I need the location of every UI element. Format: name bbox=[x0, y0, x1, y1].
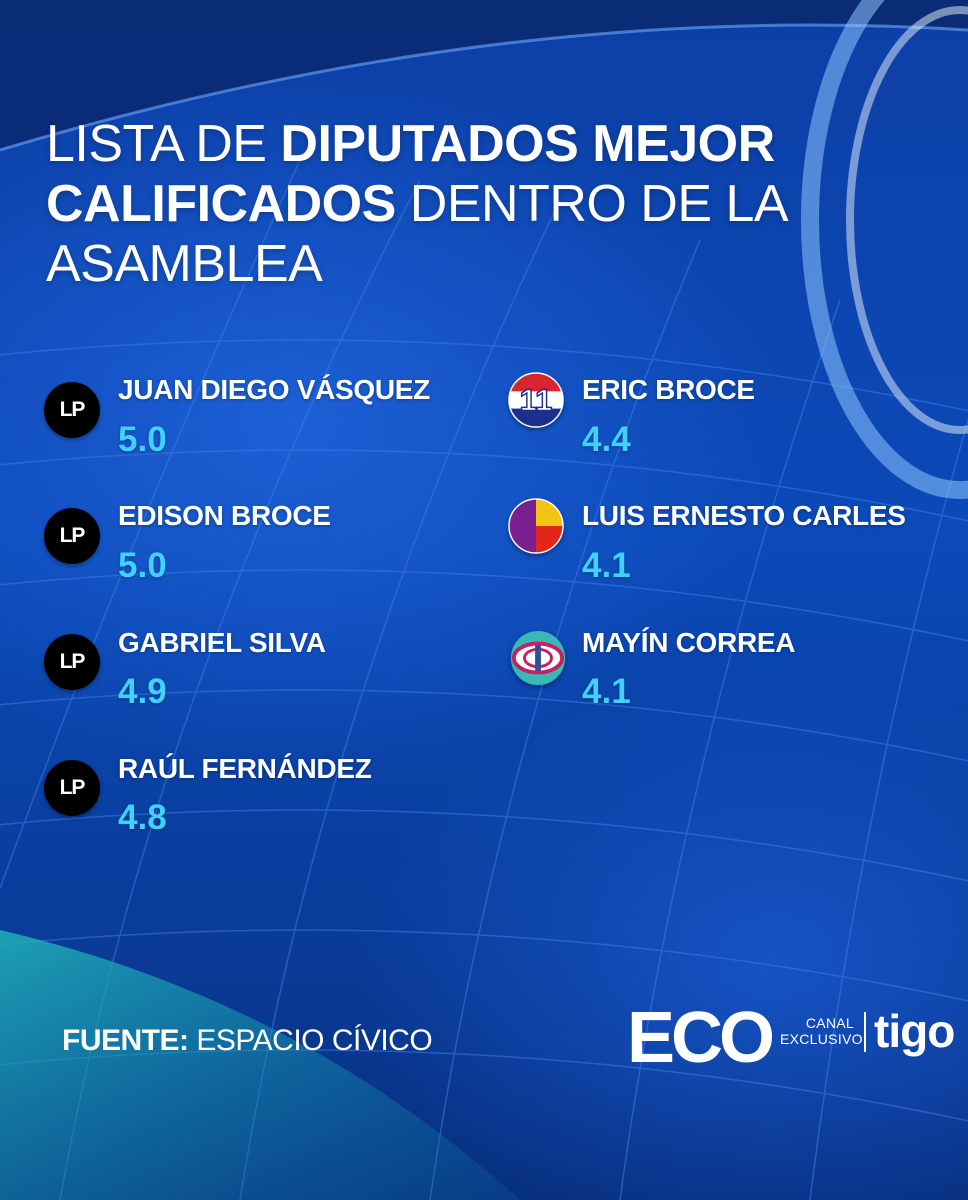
deputy-name: ERIC BROCE bbox=[582, 374, 755, 405]
teal-pink-ring-circle-icon bbox=[510, 630, 566, 686]
title-part-5: ASAMBLEA bbox=[46, 235, 323, 293]
deputy-score: 5.0 bbox=[118, 546, 167, 585]
source-value: ESPACIO CÍVICO bbox=[188, 1024, 433, 1057]
deputy-score: 4.8 bbox=[118, 798, 167, 837]
title-part-4: DENTRO DE LA bbox=[395, 175, 789, 233]
deputy-name: LUIS ERNESTO CARLES bbox=[582, 500, 906, 531]
logo-number: 11 bbox=[520, 383, 553, 418]
source-footer: FUENTE: ESPACIO CÍVICO bbox=[62, 1024, 433, 1058]
deputy-score: 4.4 bbox=[582, 420, 631, 459]
deputy-score: 4.1 bbox=[582, 546, 631, 585]
red-white-blue-circle-11-icon: 11 bbox=[508, 372, 564, 428]
canal-exclusivo-label: CANAL EXCLUSIVO bbox=[780, 1015, 863, 1047]
deputy-score: 4.1 bbox=[582, 672, 631, 711]
deputy-name: EDISON BROCE bbox=[118, 500, 331, 531]
deputy-name: GABRIEL SILVA bbox=[118, 627, 326, 658]
page-title: LISTA DE DIPUTADOS MEJOR CALIFICADOS DEN… bbox=[46, 114, 866, 294]
eco-logo: ECO bbox=[627, 998, 775, 1078]
deputy-score: 4.9 bbox=[118, 672, 167, 711]
lp-party-logo-icon: LP bbox=[44, 634, 100, 690]
source-label: FUENTE: bbox=[62, 1024, 189, 1057]
canal-line-1: CANAL bbox=[805, 1015, 854, 1031]
title-part-2: DIPUTADOS MEJOR bbox=[280, 115, 775, 173]
title-part-1: LISTA DE bbox=[46, 115, 281, 173]
branding-divider bbox=[864, 1012, 866, 1052]
deputy-name: JUAN DIEGO VÁSQUEZ bbox=[118, 374, 430, 405]
purple-red-yellow-circle-icon bbox=[508, 498, 564, 554]
deputy-name: RAÚL FERNÁNDEZ bbox=[118, 753, 372, 784]
lp-party-logo-icon: LP bbox=[44, 760, 100, 816]
title-part-3: CALIFICADOS bbox=[46, 175, 396, 233]
deputy-score: 5.0 bbox=[118, 420, 167, 459]
lp-party-logo-icon: LP bbox=[44, 382, 100, 438]
deputy-name: MAYÍN CORREA bbox=[582, 627, 796, 658]
lp-party-logo-icon: LP bbox=[44, 508, 100, 564]
canal-line-2: EXCLUSIVO bbox=[780, 1031, 863, 1047]
tigo-logo: tigo bbox=[874, 1005, 955, 1057]
